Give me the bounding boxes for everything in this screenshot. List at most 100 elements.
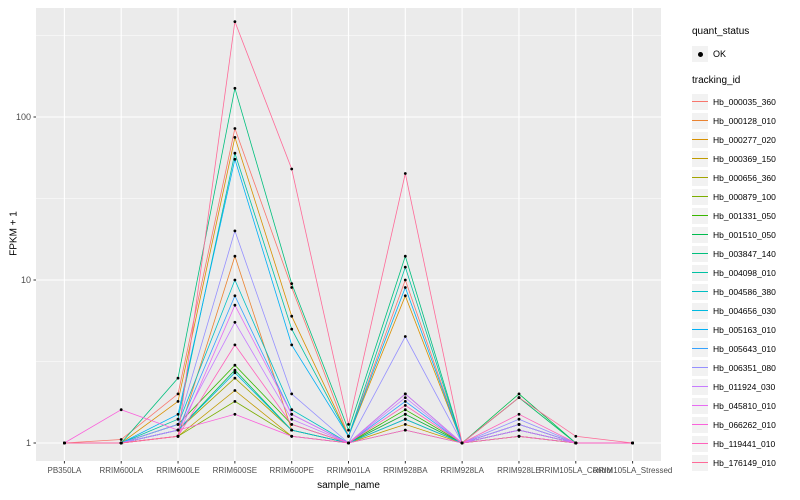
data-point bbox=[403, 417, 407, 421]
data-point bbox=[403, 408, 407, 412]
data-point bbox=[517, 434, 521, 438]
line-key-icon bbox=[692, 340, 708, 357]
line-key-icon bbox=[692, 188, 708, 205]
data-point bbox=[176, 412, 180, 416]
data-point bbox=[574, 434, 578, 438]
legend-label: Hb_011924_030 bbox=[713, 381, 776, 392]
data-point bbox=[403, 335, 407, 338]
data-point bbox=[233, 389, 237, 392]
data-point bbox=[631, 441, 634, 445]
x-tick-label: RRIM901LA bbox=[327, 466, 371, 475]
data-point bbox=[290, 282, 294, 285]
data-point bbox=[233, 376, 237, 380]
legend-label: Hb_066262_010 bbox=[713, 419, 776, 430]
legend-label: Hb_176149_010 bbox=[713, 457, 776, 468]
data-point bbox=[119, 438, 123, 441]
y-tick-label: 1 bbox=[26, 438, 31, 448]
series-color-line-icon bbox=[692, 214, 708, 217]
legend-label: OK bbox=[713, 49, 727, 59]
data-point bbox=[233, 157, 237, 161]
legend-label: Hb_006351_080 bbox=[713, 362, 776, 373]
x-tick-label: RRIM600LA bbox=[99, 466, 143, 475]
data-point bbox=[403, 392, 407, 396]
legend-item-Hb_000879_100: Hb_000879_100 bbox=[692, 187, 798, 206]
series-color-line-icon bbox=[692, 252, 708, 255]
line-key-icon bbox=[692, 359, 708, 376]
point-key-icon bbox=[692, 46, 708, 62]
data-point bbox=[517, 396, 521, 399]
data-point bbox=[290, 167, 294, 171]
legend-item-Hb_000656_360: Hb_000656_360 bbox=[692, 168, 798, 187]
data-point bbox=[290, 314, 294, 318]
data-point bbox=[290, 434, 294, 438]
series-color-line-icon bbox=[692, 157, 708, 160]
line-key-icon bbox=[692, 226, 708, 243]
legend-label: Hb_000035_360 bbox=[713, 96, 776, 107]
data-point bbox=[233, 151, 237, 155]
data-point bbox=[290, 423, 294, 426]
data-point bbox=[517, 412, 521, 416]
line-key-icon bbox=[692, 302, 708, 319]
data-point bbox=[176, 423, 180, 426]
legend-label: Hb_000656_360 bbox=[713, 172, 776, 183]
series-color-line-icon bbox=[692, 442, 708, 445]
line-key-icon bbox=[692, 397, 708, 414]
x-tick-label: RRIM105LA_Control bbox=[539, 466, 613, 475]
data-point bbox=[233, 229, 237, 233]
legend-item-ok: OK bbox=[692, 43, 798, 65]
legend-label: Hb_005163_010 bbox=[713, 324, 776, 335]
series-color-line-icon bbox=[692, 233, 708, 236]
line-key-icon bbox=[692, 416, 708, 433]
legend-item-Hb_001510_050: Hb_001510_050 bbox=[692, 225, 798, 244]
legend-label: Hb_005643_010 bbox=[713, 343, 776, 354]
line-key-icon bbox=[692, 245, 708, 262]
series-color-line-icon bbox=[692, 461, 708, 464]
legend-item-Hb_011924_030: Hb_011924_030 bbox=[692, 377, 798, 396]
series-color-line-icon bbox=[692, 119, 708, 122]
series-color-line-icon bbox=[692, 100, 708, 103]
data-point bbox=[119, 408, 123, 412]
data-point bbox=[403, 294, 407, 298]
data-point bbox=[233, 303, 237, 307]
legend-item-Hb_004656_030: Hb_004656_030 bbox=[692, 301, 798, 320]
data-point bbox=[403, 404, 407, 407]
data-point bbox=[233, 363, 237, 367]
data-point bbox=[403, 172, 407, 175]
line-key-icon bbox=[692, 93, 708, 110]
data-point bbox=[517, 423, 521, 426]
legend-item-Hb_000128_010: Hb_000128_010 bbox=[692, 111, 798, 130]
data-point bbox=[290, 408, 294, 412]
data-point bbox=[233, 400, 237, 403]
data-point bbox=[119, 441, 123, 445]
series-color-line-icon bbox=[692, 176, 708, 179]
data-point bbox=[176, 400, 180, 403]
series-color-line-icon bbox=[692, 423, 708, 426]
legend-label: Hb_003847_140 bbox=[713, 248, 776, 259]
legend-section-tracking-id: tracking_id Hb_000035_360 Hb_000128_010 Hb… bbox=[692, 75, 798, 472]
data-point bbox=[517, 417, 521, 421]
series-color-line-icon bbox=[692, 138, 708, 141]
data-point bbox=[233, 254, 237, 258]
x-tick-label: RRIM928LE bbox=[497, 466, 541, 475]
series-color-line-icon bbox=[692, 290, 708, 293]
x-tick-label: RRIM928LA bbox=[440, 466, 484, 475]
data-point bbox=[460, 441, 464, 445]
line-key-icon bbox=[692, 131, 708, 148]
line-key-icon bbox=[692, 378, 708, 395]
line-key-icon bbox=[692, 454, 708, 471]
line-key-icon bbox=[692, 283, 708, 300]
legend-label: Hb_000128_010 bbox=[713, 115, 776, 126]
data-point bbox=[176, 417, 180, 421]
data-point bbox=[403, 254, 407, 258]
legend: quant_status OK tracking_id Hb_000035_36… bbox=[692, 26, 798, 482]
data-point bbox=[233, 294, 237, 298]
data-point bbox=[290, 343, 294, 347]
data-point bbox=[176, 392, 180, 396]
line-key-icon bbox=[692, 150, 708, 167]
line-key-icon bbox=[692, 112, 708, 129]
data-point bbox=[403, 412, 407, 416]
legend-label: Hb_004098_010 bbox=[713, 267, 776, 278]
legend-section-quant-status: quant_status OK bbox=[692, 26, 798, 65]
y-axis-title: FPKM + 1 bbox=[8, 211, 20, 256]
